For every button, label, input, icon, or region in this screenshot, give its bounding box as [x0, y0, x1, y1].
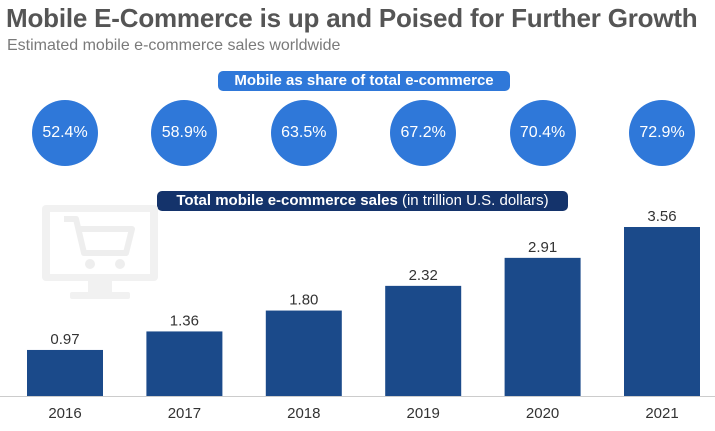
x-tick-label-2021: 2021	[645, 405, 678, 422]
x-tick-label-2018: 2018	[287, 405, 320, 422]
share-circle-2019: 67.2%	[390, 100, 457, 166]
chart-subtitle: Estimated mobile e-commerce sales worldw…	[7, 37, 341, 54]
bar-2018	[265, 310, 342, 396]
bar-value-label-2021: 3.56	[647, 208, 676, 225]
share-label-pill: Mobile as share of total e-commerce	[218, 71, 510, 91]
x-tick-label-2017: 2017	[168, 405, 201, 422]
x-tick-label-2016: 2016	[48, 405, 81, 422]
share-circle-2017: 58.9%	[151, 100, 218, 166]
sales-label-unit: (in trillion U.S. dollars)	[401, 192, 549, 209]
bar-value-label-2016: 0.97	[50, 331, 79, 348]
bar-value-label-2017: 1.36	[170, 312, 199, 329]
share-circle-2018: 63.5%	[270, 100, 337, 166]
chart-title: Mobile E-Commerce is up and Poised for F…	[6, 3, 698, 33]
bar-2019	[385, 285, 462, 396]
x-tick-label-2019: 2019	[407, 405, 440, 422]
share-circle-2021: 72.9%	[629, 100, 695, 166]
x-tick-label-2020: 2020	[526, 405, 559, 422]
bar-2017	[146, 331, 223, 396]
bar-value-label-2020: 2.91	[528, 239, 557, 256]
sales-label-pill: Total mobile e-commerce sales (in trilli…	[157, 191, 568, 211]
share-circle-2020: 70.4%	[509, 100, 576, 166]
shopping-cart-monitor-icon	[40, 203, 160, 308]
bar-2016	[27, 349, 103, 396]
sales-label-bold: Total mobile e-commerce sales	[176, 192, 398, 209]
share-circle-2016: 52.4%	[32, 100, 98, 166]
bar-2021	[624, 227, 700, 396]
bar-value-label-2019: 2.32	[409, 267, 438, 284]
bar-value-label-2018: 1.80	[289, 292, 318, 309]
bar-2020	[504, 257, 581, 396]
